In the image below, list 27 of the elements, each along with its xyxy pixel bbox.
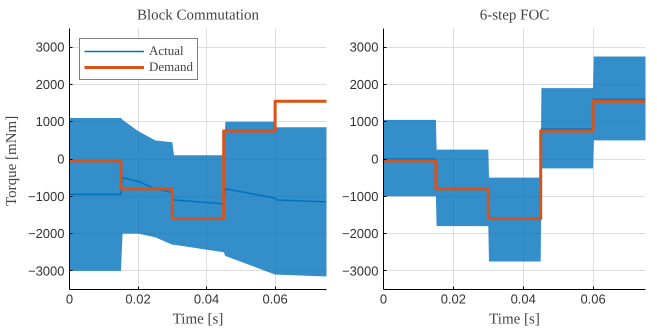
y-tick-label: 2000: [350, 76, 378, 92]
y-tick-label: 3000: [350, 40, 378, 55]
legend-label: Demand: [149, 59, 194, 75]
x-tick-label: 0.02: [440, 292, 466, 306]
x-tick-label: 0.06: [580, 292, 606, 306]
y-tick-label: −2000: [342, 226, 379, 242]
legend-label: Actual: [149, 43, 184, 59]
x-tick-label: 0.02: [125, 292, 151, 306]
y-tick-label: 0: [371, 152, 379, 166]
y-tick-label: 3000: [36, 40, 64, 55]
y-tick-label: 2000: [36, 76, 64, 92]
y-tick-label: 0: [57, 152, 65, 166]
x-tick-label: 0.06: [262, 292, 288, 306]
x-tick-label: 0.04: [194, 292, 220, 306]
chart-title: 6-step FOC: [480, 8, 550, 24]
y-tick-label: −3000: [28, 263, 65, 278]
y-tick-label: −1000: [28, 188, 65, 204]
x-tick-label: 0.04: [510, 292, 536, 306]
x-axis-title: Time [s]: [489, 312, 540, 328]
y-tick-label: −1000: [342, 188, 379, 204]
y-tick-label: −3000: [342, 263, 379, 278]
chart-title: Block Commutation: [136, 8, 260, 24]
y-tick-label: −2000: [28, 226, 65, 242]
y-tick-label: 1000: [36, 114, 64, 130]
x-axis-title: Time [s]: [172, 312, 224, 328]
y-tick-label: 1000: [350, 114, 378, 130]
y-axis-title: Torque [mNm]: [4, 116, 20, 206]
